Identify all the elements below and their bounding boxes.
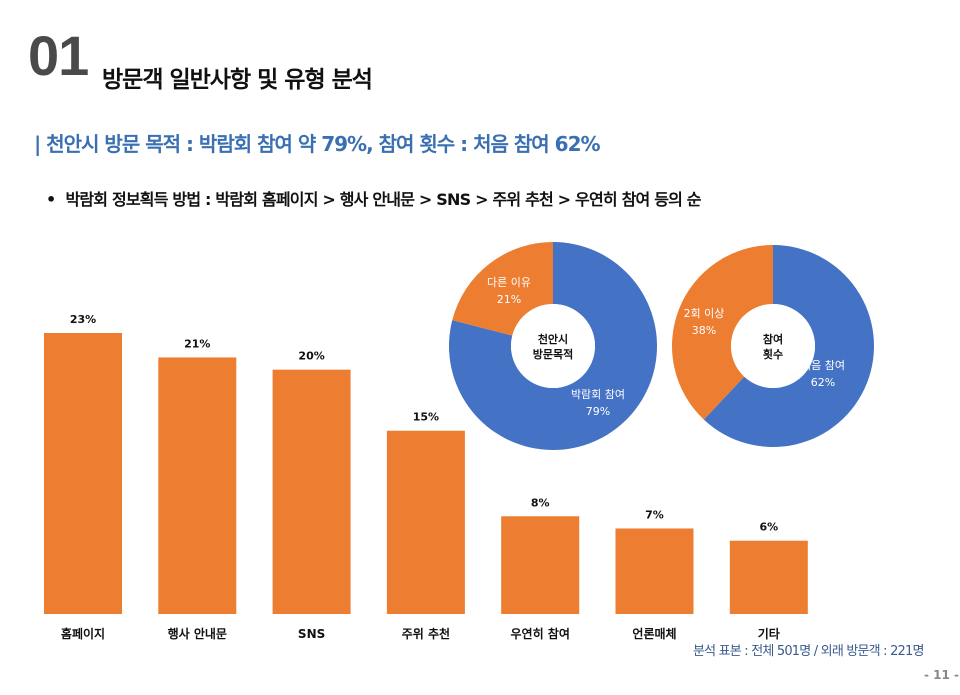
donut-hole [511,304,595,388]
donut-center-label: 천안시 [538,332,568,346]
bar-value-label: 7% [645,508,664,521]
donut-slice-value: 79% [586,405,610,418]
bar-category-label: 우연히 참여 [511,626,570,641]
bar-value-label: 23% [70,313,96,326]
donut-slice-value: 62% [811,376,835,389]
donut-slice-name: 처음 참여 [801,359,845,372]
bar-5 [501,516,580,614]
bar-4 [386,430,465,614]
section-title: 방문객 일반사항 및 유형 분석 [102,67,373,93]
bar-value-label: 20% [298,350,324,363]
donut-slice-secondary [452,242,553,336]
bar-value-label: 8% [531,496,550,509]
donut-center-label: 방문목적 [533,347,573,361]
donut-slice-primary [449,242,657,450]
bullet-point: • 박람회 정보획득 방법 : 박람회 홈페이지 > 행사 안내문 > SNS >… [46,186,702,210]
donut-slice-secondary [671,245,773,420]
donut-hole [731,304,815,388]
donut-center-label: 횟수 [763,347,783,361]
subheading: | 천안시 방문 목적 : 박람회 참여 약 79%, 참여 횟수 : 처음 참… [34,132,601,156]
bar-value-label: 21% [184,337,210,350]
bar-category-label: 행사 안내문 [168,626,227,641]
bar-3 [272,369,351,614]
bullet-text: 박람회 정보획득 방법 : 박람회 홈페이지 > 행사 안내문 > SNS > … [65,190,701,209]
bullet-dot-icon: • [46,190,56,209]
donut-slice-name: 다른 이유 [487,276,531,289]
bar-category-label: 주위 추천 [402,626,450,641]
bar-value-label: 15% [413,411,439,424]
bar-category-label: 기타 [758,626,780,641]
donut-slice-value: 21% [497,293,521,306]
donut-center-label: 참여 [763,332,783,346]
bar-value-label: 6% [759,521,778,534]
bar-2 [158,357,237,614]
section-number: 01 [28,24,89,87]
bar-1 [44,333,122,614]
bar-category-label: 언론매체 [632,626,676,641]
bar-category-label: SNS [298,627,325,641]
bar-6 [615,528,694,614]
bar-7 [729,540,808,614]
sample-note: 분석 표본 : 전체 501명 / 외래 방문객 : 221명 [693,644,924,659]
donut-slice-value: 38% [692,324,716,337]
donut-slice-primary [703,245,874,447]
bar-category-label: 홈페이지 [61,626,105,641]
donut-slice-name: 박람회 참여 [571,388,625,401]
page-number: - 11 - [924,668,960,682]
donut-slice-name: 2회 이상 [684,307,725,320]
